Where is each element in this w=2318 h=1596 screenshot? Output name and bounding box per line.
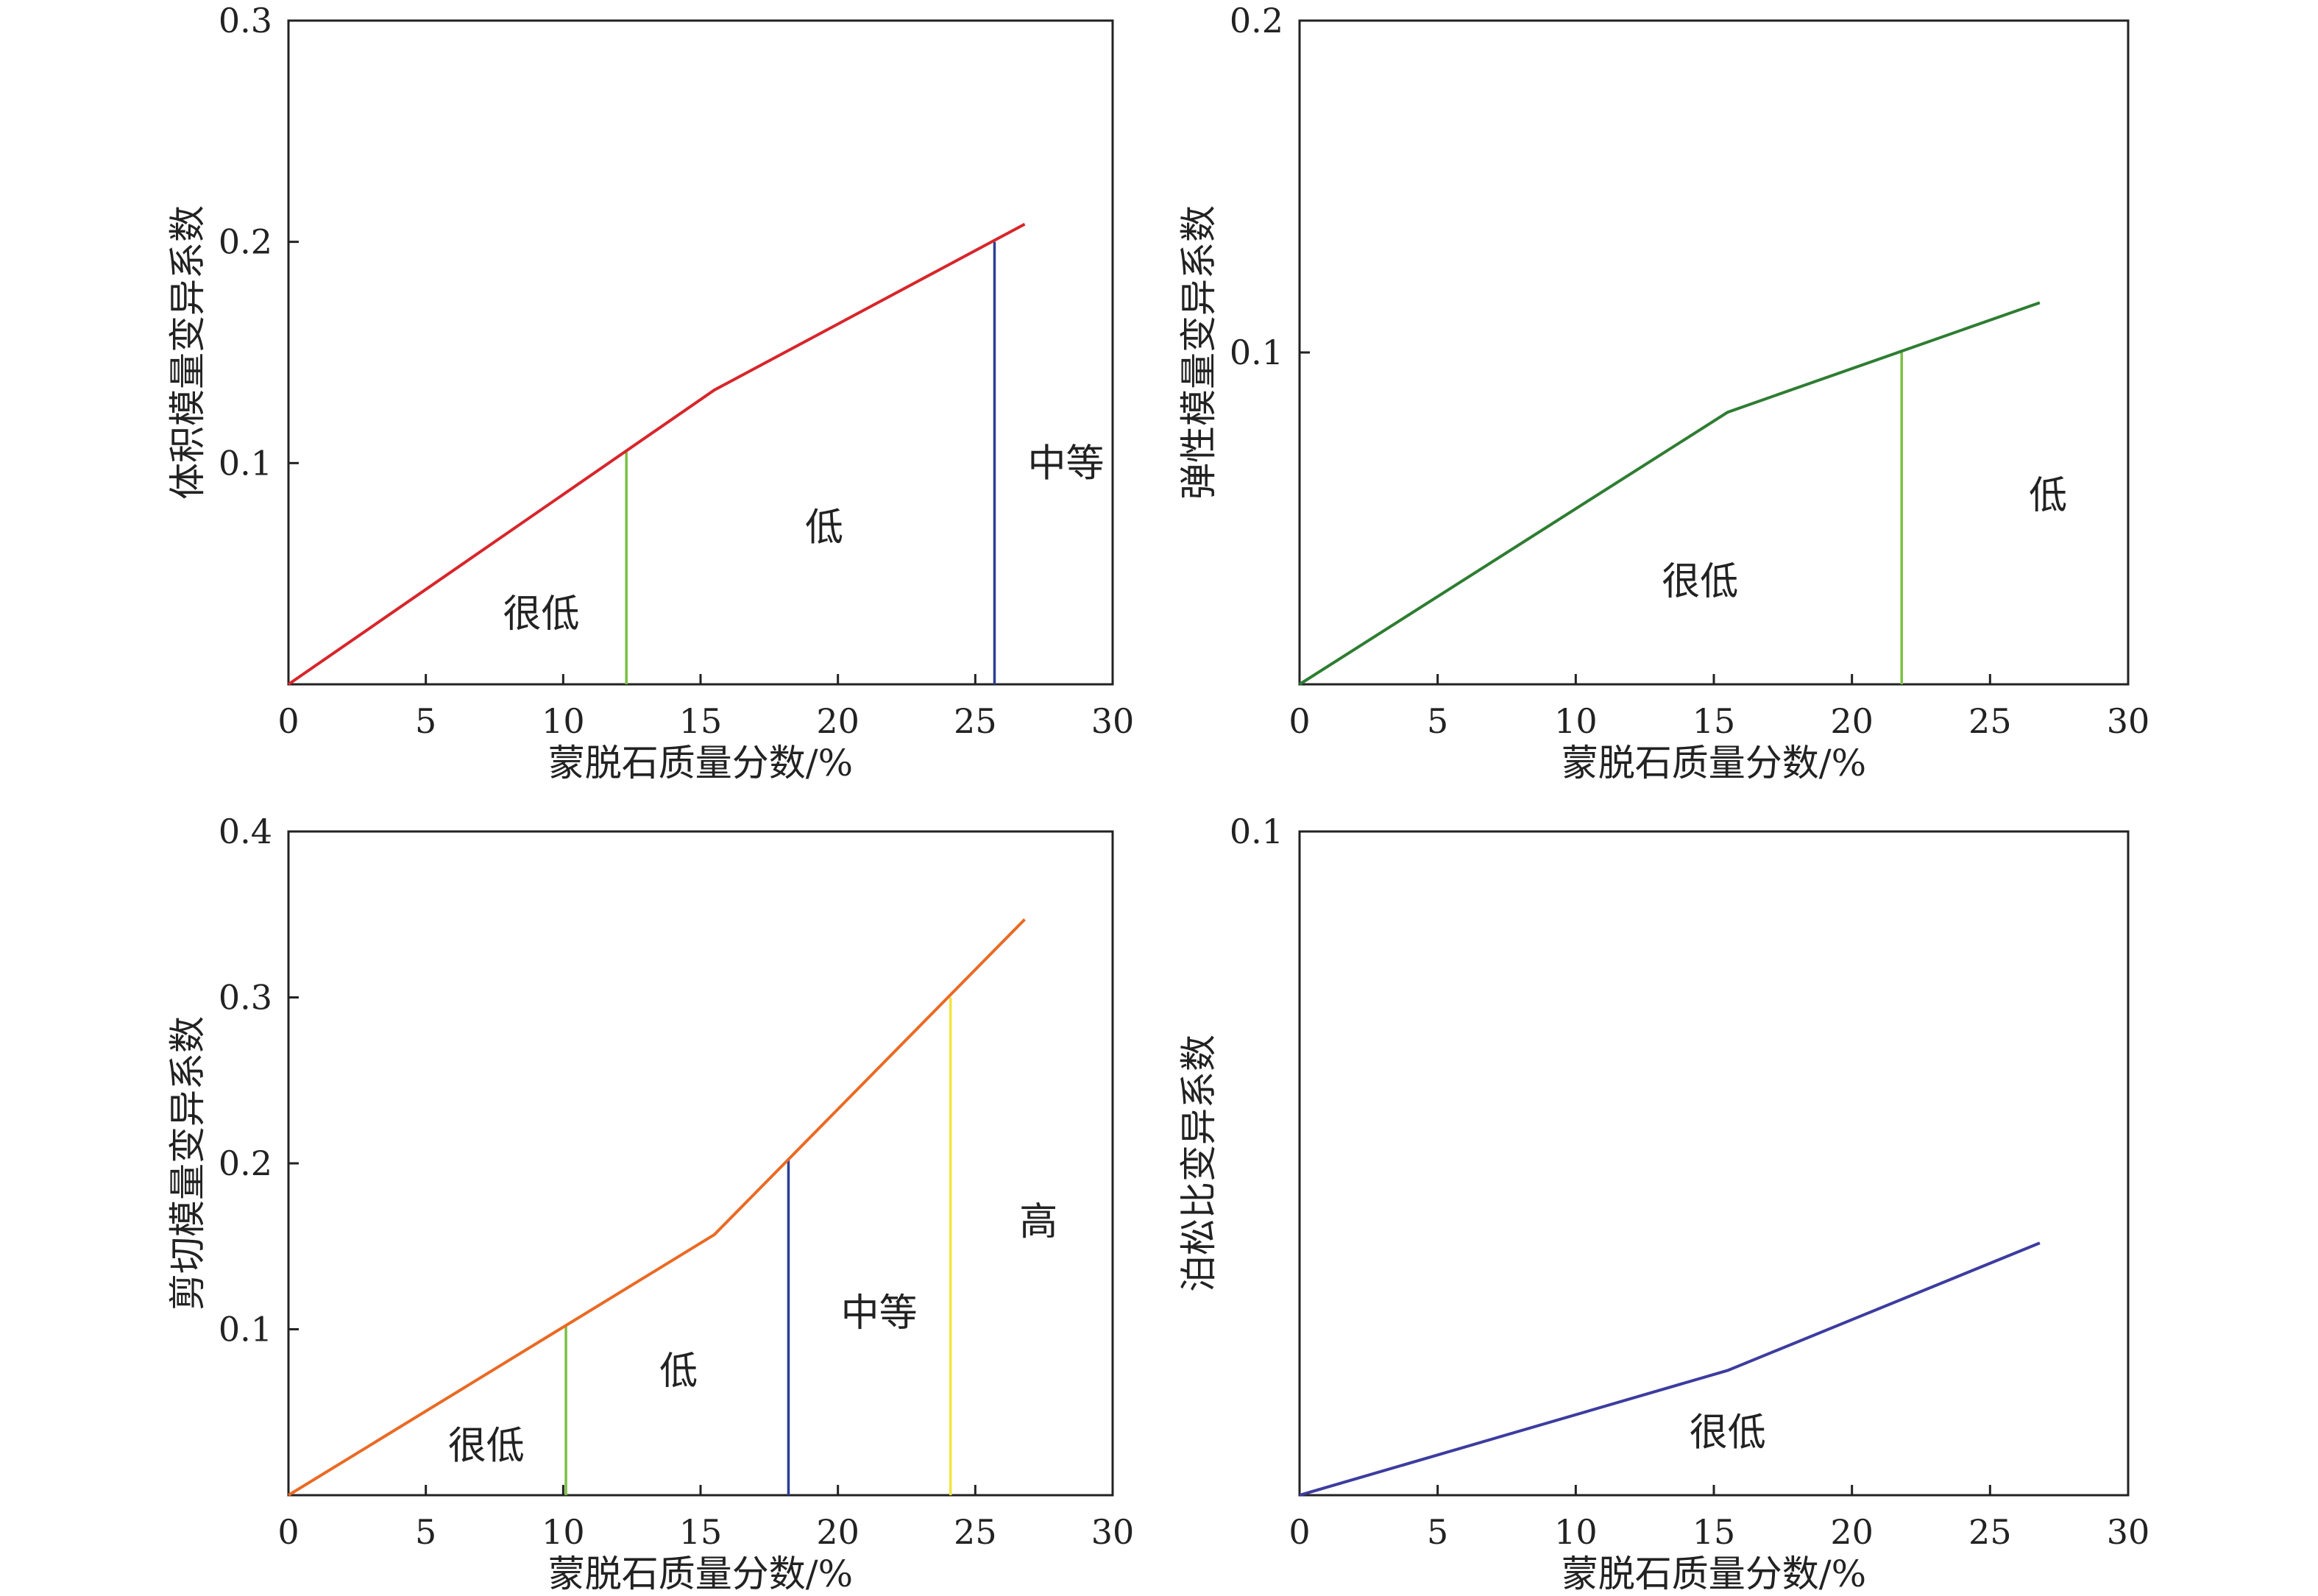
region-label: 高 bbox=[1019, 1200, 1057, 1244]
x-tick-label: 30 bbox=[2107, 1512, 2150, 1552]
region-label: 低 bbox=[659, 1349, 698, 1394]
x-tick-label: 30 bbox=[2107, 701, 2150, 741]
x-tick-label: 15 bbox=[1693, 1512, 1736, 1552]
plot-frame bbox=[1298, 830, 2130, 1497]
x-tick-label: 10 bbox=[542, 1512, 585, 1552]
chart-panel-3: 0 5 10 15 20 25 30 0.1 0.2 0.3 0.4 蒙脱石质量分数/% 剪切模量变异系… bbox=[166, 812, 1134, 1595]
y-axis-label: 弹性模量变异系数 bbox=[1177, 205, 1220, 500]
x-tick-label: 20 bbox=[1830, 701, 1874, 741]
x-tick-label: 5 bbox=[1427, 1512, 1448, 1552]
y-tick-label: 0.4 bbox=[219, 812, 272, 851]
region-label: 很低 bbox=[1662, 560, 1738, 604]
x-tick-label: 10 bbox=[542, 701, 585, 741]
plot-frame bbox=[287, 830, 1114, 1497]
x-tick-label: 10 bbox=[1554, 1512, 1598, 1552]
region-label: 中等 bbox=[841, 1291, 918, 1336]
y-tick-label: 0.2 bbox=[219, 1143, 272, 1183]
plot-frame bbox=[287, 19, 1114, 686]
x-tick-label: 30 bbox=[1091, 1512, 1135, 1552]
y-tick-label: 0.1 bbox=[219, 443, 272, 483]
y-axis-label: 体积模量变异系数 bbox=[166, 205, 209, 500]
x-tick-label: 15 bbox=[679, 701, 723, 741]
y-tick-label: 0.1 bbox=[1230, 812, 1283, 851]
x-tick-label: 15 bbox=[679, 1512, 723, 1552]
y-tick-label: 0.2 bbox=[219, 222, 272, 262]
x-tick-label: 0 bbox=[1289, 1512, 1310, 1552]
x-tick-label: 5 bbox=[1427, 701, 1448, 741]
region-label: 很低 bbox=[448, 1424, 525, 1468]
x-tick-label: 0 bbox=[1289, 701, 1310, 741]
series-line bbox=[287, 222, 1026, 686]
y-axis-label: 泊松比变异系数 bbox=[1177, 1035, 1220, 1292]
y-tick-label: 0.3 bbox=[219, 1, 272, 40]
y-tick-label: 0.1 bbox=[1230, 333, 1283, 372]
x-axis-label: 蒙脱石质量分数/% bbox=[1562, 742, 1866, 784]
x-tick-label: 10 bbox=[1554, 701, 1598, 741]
y-axis-label: 剪切模量变异系数 bbox=[166, 1016, 209, 1311]
region-label: 低 bbox=[2029, 474, 2067, 518]
x-tick-label: 30 bbox=[1091, 701, 1135, 741]
x-tick-label: 0 bbox=[277, 701, 299, 741]
x-tick-label: 25 bbox=[1968, 701, 2012, 741]
y-tick-label: 0.2 bbox=[1230, 1, 1283, 40]
x-axis-label: 蒙脱石质量分数/% bbox=[548, 1553, 853, 1595]
x-tick-label: 25 bbox=[954, 701, 997, 741]
x-tick-label: 15 bbox=[1693, 701, 1736, 741]
x-tick-label: 0 bbox=[277, 1512, 299, 1552]
region-label: 很低 bbox=[1690, 1411, 1766, 1455]
chart-panel-1: 0 5 10 15 20 25 30 0.1 0.2 0.3 蒙脱石质量分数/% 体积模量变异系数很低… bbox=[166, 1, 1134, 784]
x-tick-label: 5 bbox=[415, 701, 436, 741]
y-tick-label: 0.3 bbox=[219, 978, 272, 1018]
x-tick-label: 25 bbox=[1968, 1512, 2012, 1552]
series-line bbox=[1299, 1241, 2041, 1497]
x-tick-label: 25 bbox=[954, 1512, 997, 1552]
y-tick-label: 0.1 bbox=[219, 1310, 272, 1349]
region-label: 很低 bbox=[503, 592, 579, 636]
x-axis-label: 蒙脱石质量分数/% bbox=[1562, 1553, 1866, 1595]
series-line bbox=[1298, 301, 2041, 686]
x-tick-label: 20 bbox=[816, 701, 859, 741]
series-line bbox=[287, 918, 1026, 1497]
region-label: 中等 bbox=[1028, 441, 1105, 486]
region-label: 低 bbox=[805, 506, 843, 550]
x-tick-label: 20 bbox=[1830, 1512, 1874, 1552]
x-tick-label: 20 bbox=[816, 1512, 859, 1552]
x-tick-label: 5 bbox=[415, 1512, 436, 1552]
x-axis-label: 蒙脱石质量分数/% bbox=[548, 742, 853, 784]
